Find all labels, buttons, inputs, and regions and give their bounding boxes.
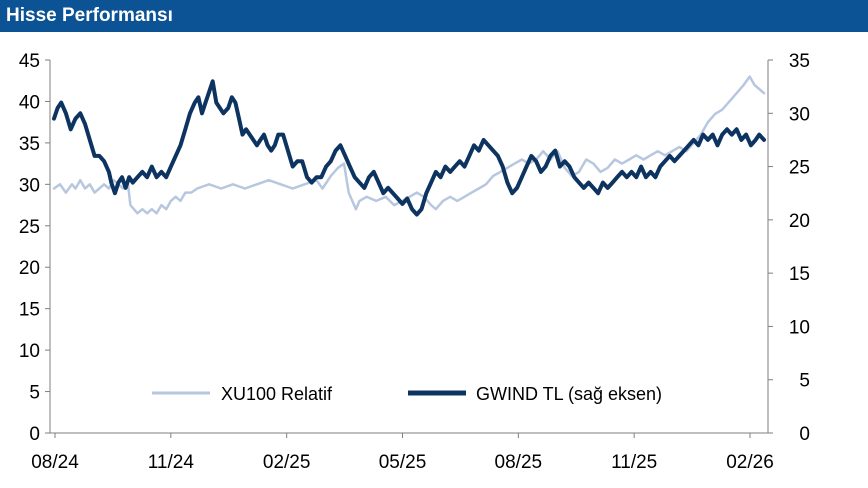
left-tick-label: 35 [19,134,40,155]
left-tick-label: 25 [19,217,40,238]
x-tick-label: 02/26 [726,452,774,473]
left-tick-label: 45 [19,51,40,72]
right-tick-label: 25 [789,158,810,179]
series-line-gwind-tl [52,79,766,217]
right-tick-label: 20 [789,211,810,232]
left-tick-label: 5 [29,383,40,404]
chart-legend: XU100 Relatif GWIND TL (sağ eksen) [152,384,662,404]
legend-label: GWIND TL (sağ eksen) [476,384,662,404]
chart-title: Hisse Performansı [6,5,173,26]
x-tick-label: 05/25 [379,452,427,473]
x-tick-label: 11/25 [611,452,657,473]
left-tick-label: 40 [19,92,40,113]
x-tick-label: 11/24 [148,452,195,473]
right-tick-label: 15 [789,264,810,285]
right-tick-label: 0 [799,424,810,445]
legend-label: XU100 Relatif [221,384,333,404]
left-tick-label: 15 [19,300,40,321]
x-tick-label: 08/25 [495,452,543,473]
right-tick-label: 10 [789,317,810,338]
left-tick-label: 0 [29,424,40,445]
chart-header: Hisse Performansı [0,0,868,32]
x-tick-label: 08/24 [31,452,79,473]
right-tick-label: 35 [789,51,810,72]
left-tick-label: 10 [19,341,40,362]
right-tick-label: 30 [789,104,810,125]
chart-axes: 45 40 35 30 25 20 15 10 5 0 35 30 25 20 15 10 5 0 08/24 11/… [19,51,810,473]
right-tick-label: 5 [799,371,810,392]
x-tick-label: 02/25 [263,452,311,473]
series-layer [52,75,766,217]
left-tick-label: 30 [19,175,40,196]
left-tick-label: 20 [19,258,40,279]
series-line-xu100-relatif [52,75,766,215]
